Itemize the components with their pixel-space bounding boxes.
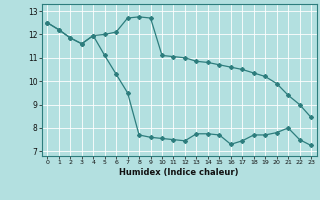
X-axis label: Humidex (Indice chaleur): Humidex (Indice chaleur): [119, 168, 239, 177]
